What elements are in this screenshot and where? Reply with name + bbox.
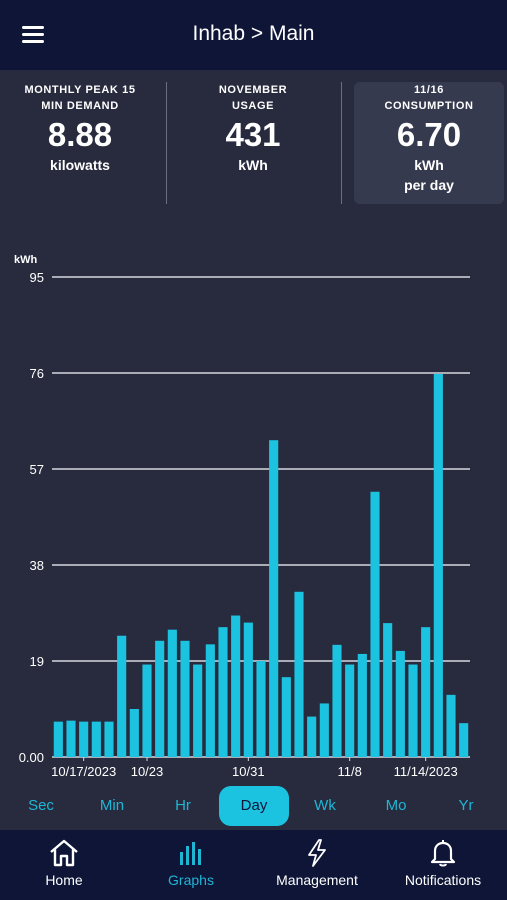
y-tick-label: 57	[30, 462, 44, 477]
chart-bar	[142, 664, 152, 757]
chart-bar	[319, 703, 329, 757]
chart-bar	[421, 627, 431, 757]
chart-bar	[357, 653, 367, 757]
y-tick-label: 95	[30, 270, 44, 285]
bar-chart-icon	[180, 842, 201, 865]
y-tick-label: 19	[30, 654, 44, 669]
lightning-icon	[308, 839, 326, 867]
chart-bar	[167, 629, 177, 757]
chart-bar	[129, 709, 139, 757]
stat-value: 6.70	[396, 116, 462, 153]
stat-label: MIN DEMAND	[41, 100, 119, 112]
stats-panel: MONTHLY PEAK 15 MIN DEMAND 8.88 kilowatt…	[0, 70, 507, 210]
bottom-nav: Home Graphs Management Notifications	[0, 830, 507, 900]
nav-home[interactable]: Home	[1, 838, 127, 888]
time-range-selector: Sec Min Hr Day Wk Mo Yr	[0, 786, 507, 826]
stat-label: USAGE	[231, 100, 275, 112]
nav-label: Graphs	[168, 872, 214, 888]
range-yr[interactable]: Yr	[458, 797, 474, 814]
nav-label: Notifications	[404, 872, 482, 888]
range-mo[interactable]: Mo	[385, 797, 407, 814]
page-title: Inhab > Main	[192, 22, 315, 45]
divider	[166, 82, 167, 204]
nav-label: Home	[45, 872, 83, 888]
chart-bar	[345, 664, 355, 757]
chart-bar	[66, 720, 76, 757]
chart-bar	[180, 640, 190, 757]
chart-bar	[205, 644, 215, 757]
chart-bar	[269, 440, 279, 757]
range-sec[interactable]: Sec	[28, 797, 54, 814]
nav-graphs[interactable]: Graphs	[128, 838, 254, 888]
stat-peak-demand: MONTHLY PEAK 15 MIN DEMAND 8.88 kilowatt…	[10, 82, 150, 175]
bell-icon	[430, 840, 456, 867]
stat-daily-consumption[interactable]: 11/16 CONSUMPTION 6.70 kWh per day	[354, 82, 504, 204]
stat-label: NOVEMBER	[218, 84, 288, 96]
chart-bar	[459, 723, 469, 757]
chart-bar	[332, 644, 342, 757]
chart-bar	[256, 661, 266, 757]
range-hr[interactable]: Hr	[175, 797, 191, 814]
range-wk[interactable]: Wk	[314, 797, 336, 814]
usage-chart[interactable]: kWh 0.00 19 38 57 76 95 10/17/2023 10/23 10/31 11/…	[0, 245, 507, 785]
chart-bar	[104, 721, 114, 757]
nav-notifications[interactable]: Notifications	[380, 838, 506, 888]
chart-bar	[370, 491, 380, 757]
chart-bar	[53, 721, 63, 757]
chart-bar	[408, 664, 418, 757]
bar-chart[interactable]: kWh 0.00 19 38 57 76 95 10/17/2023 10/23 10/31 11/…	[0, 245, 507, 785]
stat-unit-secondary: per day	[404, 177, 454, 193]
stat-unit: kWh	[238, 157, 268, 173]
y-tick-label: 0.00	[19, 750, 44, 765]
y-tick-label: 38	[30, 558, 44, 573]
stat-monthly-usage: NOVEMBER USAGE 431 kWh	[178, 82, 328, 175]
x-tick-label: 11/14/2023	[394, 764, 458, 779]
chart-bar	[243, 622, 253, 757]
chart-bar	[383, 623, 393, 757]
divider	[341, 82, 342, 204]
stat-value: 8.88	[47, 116, 113, 153]
chart-bar	[218, 627, 228, 757]
chart-bar	[446, 694, 456, 757]
stat-label: 11/16	[414, 84, 444, 96]
chart-bar	[155, 640, 165, 757]
chart-bar	[395, 650, 405, 757]
app-header: Inhab > Main	[0, 0, 507, 70]
range-min[interactable]: Min	[99, 797, 125, 814]
x-tick-label: 10/17/2023	[51, 764, 116, 779]
nav-label: Management	[276, 872, 358, 888]
x-tick-label: 11/8	[337, 764, 361, 779]
nav-management[interactable]: Management	[254, 838, 380, 888]
chart-bar	[433, 374, 443, 757]
chart-bar	[231, 615, 241, 757]
range-day[interactable]: Day	[219, 786, 289, 826]
chart-bar	[79, 721, 89, 757]
stat-unit: kWh	[414, 157, 444, 173]
y-axis-label: kWh	[14, 254, 38, 266]
home-icon	[50, 839, 78, 867]
chart-bar	[91, 721, 101, 757]
stat-label: MONTHLY PEAK 15	[24, 84, 136, 96]
stat-unit: kilowatts	[50, 157, 110, 173]
hamburger-menu-icon[interactable]	[22, 26, 48, 46]
chart-bar	[294, 591, 304, 757]
stat-value: 431	[225, 116, 281, 153]
chart-bar	[281, 677, 291, 757]
chart-bar	[117, 635, 127, 757]
x-tick-label: 10/31	[232, 764, 265, 779]
chart-bar	[193, 664, 203, 757]
chart-bar	[307, 716, 317, 757]
x-tick-label: 10/23	[131, 764, 164, 779]
stat-label: CONSUMPTION	[384, 100, 474, 112]
y-tick-label: 76	[30, 366, 44, 381]
